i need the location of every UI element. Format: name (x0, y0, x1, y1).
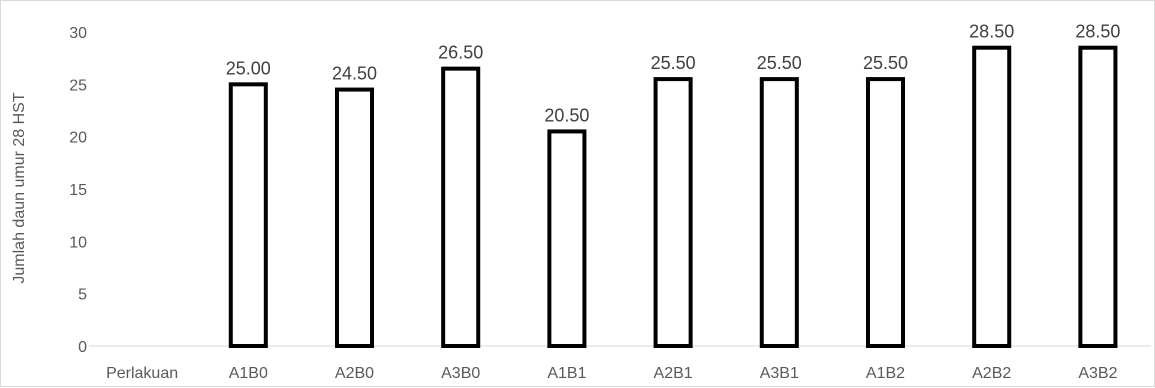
bar (547, 129, 587, 348)
bar-value-label: 25.50 (863, 53, 908, 73)
x-category-label: A1B2 (866, 365, 905, 382)
bar (1078, 45, 1118, 348)
bar-value-label: 25.00 (226, 58, 271, 78)
y-tick-label: 15 (69, 182, 87, 199)
y-tick-label: 5 (78, 287, 87, 304)
x-category-label: A1B0 (229, 365, 268, 382)
y-tick-label: 30 (69, 25, 87, 42)
y-axis-title: Jumlah daun umur 28 HST (11, 92, 28, 283)
bar-value-label: 20.50 (544, 105, 589, 125)
bar (228, 82, 268, 348)
x-category-label: Perlakuan (106, 365, 178, 382)
bar (972, 45, 1012, 348)
bar-value-label: 26.50 (438, 43, 483, 63)
bar (334, 87, 375, 348)
y-tick-label: 20 (69, 130, 87, 147)
y-tick-label: 25 (69, 77, 87, 94)
bar (759, 77, 799, 348)
x-category-label: A2B0 (335, 365, 374, 382)
y-axis-ticks: 0 5 10 15 20 25 30 (69, 25, 87, 356)
data-labels-group: 25.00 24.50 26.50 20.50 25.50 25.50 25.50 28.50… (226, 22, 1121, 126)
bars-group (228, 45, 1118, 348)
bar-value-label: 24.50 (332, 64, 377, 84)
bar-value-label: 25.50 (651, 53, 696, 73)
bar (865, 77, 906, 348)
x-category-label: A3B0 (441, 365, 480, 382)
x-category-label: A3B2 (1078, 365, 1117, 382)
bar (653, 77, 693, 348)
bar-value-label: 28.50 (969, 22, 1014, 42)
x-category-label: A1B1 (547, 365, 586, 382)
bar (441, 66, 481, 348)
y-tick-label: 10 (69, 234, 87, 251)
category-labels-group: Perlakuan A1B0 A2B0 A3B0 A1B1 A2B1 A3B1 A1B2 A2B… (106, 365, 1117, 382)
bar-value-label: 28.50 (1075, 22, 1120, 42)
x-category-label: A3B1 (760, 365, 799, 382)
bar-value-label: 25.50 (757, 53, 802, 73)
x-category-label: A2B1 (654, 365, 693, 382)
x-category-label: A2B2 (972, 365, 1011, 382)
y-tick-label: 0 (78, 339, 87, 356)
